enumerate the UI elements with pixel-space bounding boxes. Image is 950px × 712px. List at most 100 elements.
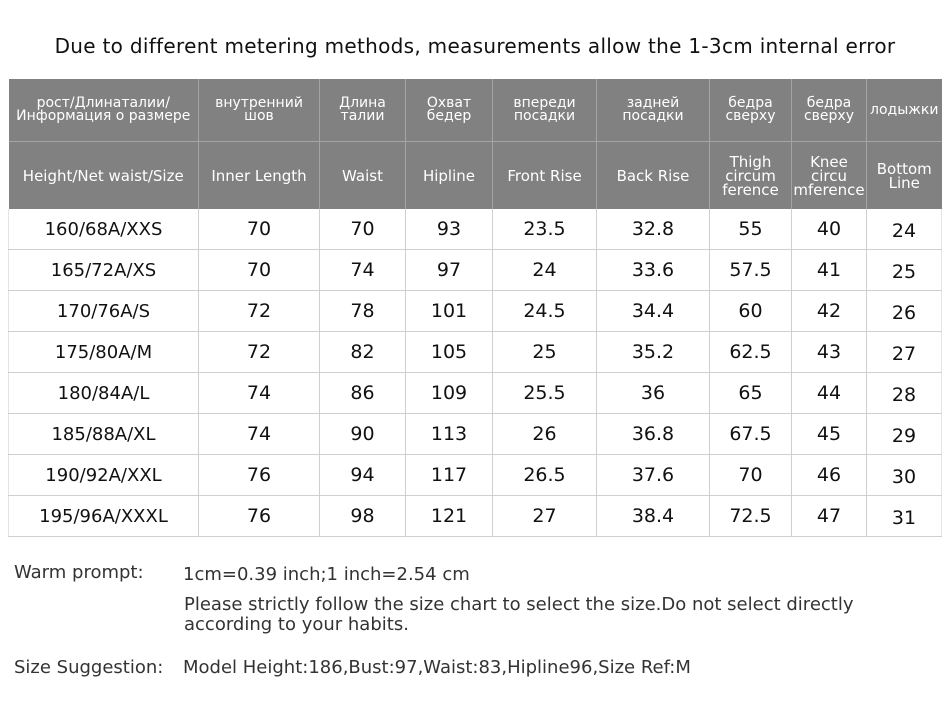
table-cell: 25 xyxy=(866,249,942,291)
table-cell: 98 xyxy=(319,495,406,537)
table-cell: 30 xyxy=(866,454,942,496)
table-cell: 93 xyxy=(405,209,493,250)
header-en-waist: Waist xyxy=(319,141,406,209)
size-cell: 180/84A/L xyxy=(8,372,199,414)
table-cell: 31 xyxy=(866,495,942,537)
table-cell: 23.5 xyxy=(492,209,597,250)
size-cell: 195/96A/XXXL xyxy=(8,495,199,537)
table-cell: 72.5 xyxy=(709,495,792,537)
header-ru-back-rise: задней посадки xyxy=(596,79,710,142)
table-cell: 33.6 xyxy=(596,249,710,291)
size-advice-text: Please strictly follow the size chart to… xyxy=(184,594,854,635)
table-cell: 86 xyxy=(319,372,406,414)
table-cell: 72 xyxy=(198,290,320,332)
table-cell: 78 xyxy=(319,290,406,332)
table-cell: 121 xyxy=(405,495,493,537)
header-ru-size: рост/Длинаталии/ Информация о размере xyxy=(8,79,199,142)
table-cell: 62.5 xyxy=(709,331,792,373)
table-cell: 26 xyxy=(866,290,942,332)
table-cell: 72 xyxy=(198,331,320,373)
table-cell: 37.6 xyxy=(596,454,710,496)
table-cell: 117 xyxy=(405,454,493,496)
header-ru-bottom: лодыжки xyxy=(866,79,942,142)
table-cell: 36.8 xyxy=(596,413,710,455)
header-ru-front-rise: впереди посадки xyxy=(492,79,597,142)
header-ru-knee: бедра сверху xyxy=(791,79,867,142)
header-row-russian: рост/Длинаталии/ Информация о размере вн… xyxy=(8,79,942,142)
table-row: 165/72A/XS 70 74 97 24 33.6 57.5 41 25 xyxy=(8,249,942,291)
table-row: 185/88A/XL 74 90 113 26 36.8 67.5 45 29 xyxy=(8,413,942,455)
table-cell: 76 xyxy=(198,495,320,537)
warm-prompt-label: Warm prompt: xyxy=(14,562,144,583)
table-cell: 94 xyxy=(319,454,406,496)
table-cell: 105 xyxy=(405,331,493,373)
table-cell: 70 xyxy=(198,249,320,291)
table-cell: 28 xyxy=(866,372,942,414)
table-cell: 70 xyxy=(198,209,320,250)
table-cell: 36 xyxy=(596,372,710,414)
table-cell: 26 xyxy=(492,413,597,455)
header-en-size: Height/Net waist/Size xyxy=(8,141,199,209)
unit-conversion-text: 1cm=0.39 inch;1 inch=2.54 cm xyxy=(183,564,470,585)
header-en-front-rise: Front Rise xyxy=(492,141,597,209)
table-cell: 70 xyxy=(319,209,406,250)
page-title: Due to different metering methods, measu… xyxy=(54,34,896,58)
table-row: 170/76A/S 72 78 101 24.5 34.4 60 42 26 xyxy=(8,290,942,332)
table-cell: 70 xyxy=(709,454,792,496)
table-cell: 26.5 xyxy=(492,454,597,496)
table-cell: 27 xyxy=(866,331,942,373)
table-cell: 35.2 xyxy=(596,331,710,373)
header-row-english: Height/Net waist/Size Inner Length Waist… xyxy=(8,141,942,209)
table-cell: 65 xyxy=(709,372,792,414)
size-suggestion-label: Size Suggestion: xyxy=(14,657,164,678)
table-cell: 25.5 xyxy=(492,372,597,414)
table-cell: 113 xyxy=(405,413,493,455)
table-cell: 74 xyxy=(198,372,320,414)
table-cell: 109 xyxy=(405,372,493,414)
table-cell: 41 xyxy=(791,249,867,291)
table-cell: 25 xyxy=(492,331,597,373)
table-row: 195/96A/XXXL 76 98 121 27 38.4 72.5 47 3… xyxy=(8,495,942,537)
header-ru-waist: Длина талии xyxy=(319,79,406,142)
header-en-knee: Knee circu mference xyxy=(791,141,867,209)
table-cell: 43 xyxy=(791,331,867,373)
header-en-thigh: Thigh circum ference xyxy=(709,141,792,209)
table-cell: 32.8 xyxy=(596,209,710,250)
table-cell: 38.4 xyxy=(596,495,710,537)
table-cell: 24 xyxy=(492,249,597,291)
table-cell: 27 xyxy=(492,495,597,537)
table-cell: 57.5 xyxy=(709,249,792,291)
table-cell: 46 xyxy=(791,454,867,496)
table-cell: 60 xyxy=(709,290,792,332)
table-cell: 82 xyxy=(319,331,406,373)
table-cell: 74 xyxy=(198,413,320,455)
table-cell: 45 xyxy=(791,413,867,455)
size-suggestion-value: Model Height:186,Bust:97,Waist:83,Hiplin… xyxy=(183,657,691,678)
header-ru-thigh: бедра сверху xyxy=(709,79,792,142)
header-en-inner-length: Inner Length xyxy=(198,141,320,209)
header-en-bottom: Bottom Line xyxy=(866,141,942,209)
table-cell: 67.5 xyxy=(709,413,792,455)
table-cell: 24.5 xyxy=(492,290,597,332)
header-en-back-rise: Back Rise xyxy=(596,141,710,209)
table-row: 190/92A/XXL 76 94 117 26.5 37.6 70 46 30 xyxy=(8,454,942,496)
size-cell: 190/92A/XXL xyxy=(8,454,199,496)
size-cell: 160/68A/XXS xyxy=(8,209,199,250)
table-cell: 76 xyxy=(198,454,320,496)
table-cell: 97 xyxy=(405,249,493,291)
table-row: 180/84A/L 74 86 109 25.5 36 65 44 28 xyxy=(8,372,942,414)
size-cell: 175/80A/M xyxy=(8,331,199,373)
table-row: 175/80A/M 72 82 105 25 35.2 62.5 43 27 xyxy=(8,331,942,373)
table-cell: 42 xyxy=(791,290,867,332)
header-ru-hipline: Охват бедер xyxy=(405,79,493,142)
table-cell: 24 xyxy=(866,209,942,250)
table-cell: 44 xyxy=(791,372,867,414)
table-cell: 90 xyxy=(319,413,406,455)
header-en-hipline: Hipline xyxy=(405,141,493,209)
size-chart-table: рост/Длинаталии/ Информация о размере вн… xyxy=(8,79,942,537)
size-cell: 165/72A/XS xyxy=(8,249,199,291)
table-cell: 34.4 xyxy=(596,290,710,332)
table-cell: 74 xyxy=(319,249,406,291)
table-cell: 40 xyxy=(791,209,867,250)
size-cell: 185/88A/XL xyxy=(8,413,199,455)
